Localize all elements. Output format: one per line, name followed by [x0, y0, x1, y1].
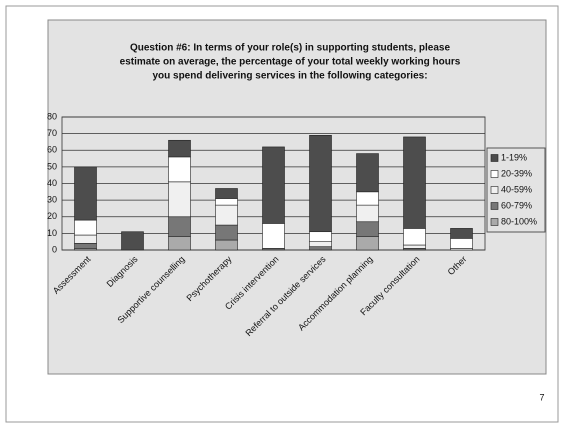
bar-segment: [309, 246, 332, 251]
legend-swatch: [490, 170, 499, 178]
y-tick-label: 50: [47, 161, 57, 171]
legend-label: 40-59%: [501, 184, 532, 194]
bar-segment: [356, 153, 379, 193]
bar-segment: [215, 239, 238, 251]
bar-segment: [403, 228, 426, 246]
y-tick-label: 30: [47, 195, 57, 205]
bar-segment: [309, 241, 332, 247]
legend-label: 60-79%: [501, 200, 532, 210]
bar-segment: [121, 231, 144, 251]
bar-segment: [262, 146, 285, 224]
chart-title: estimate on average, the percentage of y…: [120, 57, 461, 68]
bar-segment: [74, 243, 97, 249]
y-tick-label: 70: [47, 128, 57, 138]
bar-segment: [74, 219, 97, 236]
chart-title: you spend delivering services in the fol…: [152, 71, 427, 82]
bar-segment: [74, 234, 97, 244]
bar-segment: [215, 204, 238, 226]
chart-title: Question #6: In terms of your role(s) in…: [130, 43, 450, 54]
bar-segment: [168, 156, 191, 183]
bar-segment: [356, 221, 379, 238]
page-number: 7: [539, 392, 544, 402]
bar-segment: [168, 216, 191, 238]
legend-swatch: [490, 154, 499, 162]
bar-segment: [309, 231, 332, 242]
y-tick-label: 40: [47, 178, 57, 188]
y-tick-label: 60: [47, 145, 57, 155]
bar-segment: [215, 198, 238, 206]
bar-segment: [450, 238, 473, 249]
bar-segment: [403, 244, 426, 249]
y-tick-label: 0: [52, 244, 57, 254]
bar-segment: [356, 204, 379, 223]
bar-segment: [215, 224, 238, 241]
bar-segment: [168, 236, 191, 251]
y-tick-label: 10: [47, 228, 57, 238]
bar-segment: [262, 223, 285, 249]
legend-label: 1-19%: [501, 152, 527, 162]
legend-swatch: [490, 186, 499, 194]
bar-segment: [168, 181, 191, 218]
bar-segment: [450, 228, 473, 239]
bar-segment: [309, 134, 332, 233]
bar-segment: [356, 191, 379, 206]
bar-segment: [215, 188, 238, 199]
bar-segment: [356, 236, 379, 251]
legend-swatch: [490, 202, 499, 210]
bar-segment: [168, 139, 191, 158]
legend-label: 20-39%: [501, 168, 532, 178]
y-tick-label: 20: [47, 211, 57, 221]
y-tick-label: 80: [47, 111, 57, 121]
bar-segment: [74, 166, 97, 221]
legend-swatch: [490, 218, 499, 226]
bar-segment: [403, 136, 426, 229]
legend-label: 80-100%: [501, 216, 537, 226]
